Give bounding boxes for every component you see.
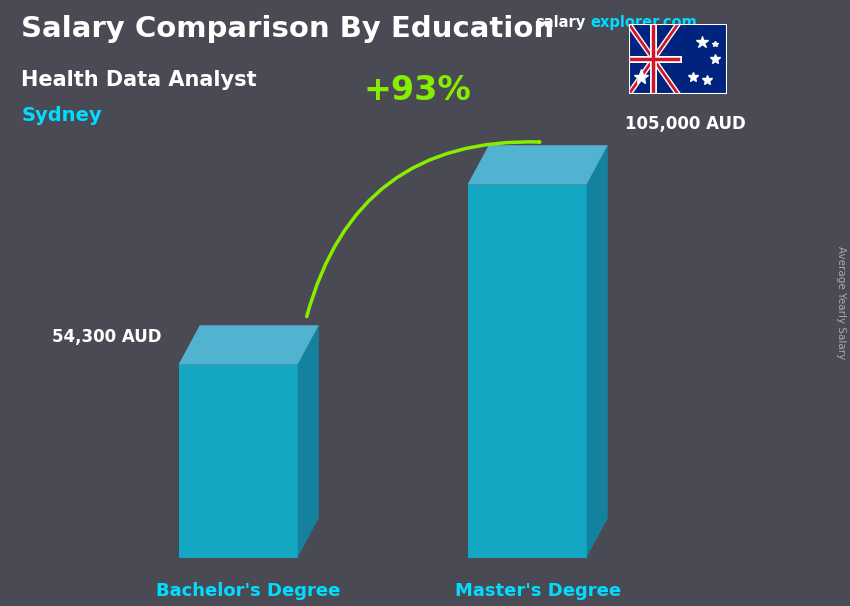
Text: 105,000 AUD: 105,000 AUD bbox=[625, 115, 745, 133]
Text: salary: salary bbox=[536, 15, 586, 30]
FancyArrowPatch shape bbox=[307, 142, 540, 316]
Text: Health Data Analyst: Health Data Analyst bbox=[21, 70, 257, 90]
Polygon shape bbox=[178, 325, 319, 365]
Text: 54,300 AUD: 54,300 AUD bbox=[52, 328, 162, 347]
Text: Master's Degree: Master's Degree bbox=[455, 582, 620, 600]
Text: Bachelor's Degree: Bachelor's Degree bbox=[156, 582, 341, 600]
Text: explorer.com: explorer.com bbox=[591, 15, 698, 30]
Polygon shape bbox=[178, 365, 298, 558]
Text: Sydney: Sydney bbox=[21, 106, 102, 125]
Text: Salary Comparison By Education: Salary Comparison By Education bbox=[21, 15, 554, 43]
Polygon shape bbox=[468, 145, 608, 185]
Text: Average Yearly Salary: Average Yearly Salary bbox=[836, 247, 846, 359]
Text: +93%: +93% bbox=[363, 74, 471, 107]
Polygon shape bbox=[298, 325, 319, 558]
Polygon shape bbox=[586, 145, 608, 558]
Polygon shape bbox=[468, 185, 586, 558]
